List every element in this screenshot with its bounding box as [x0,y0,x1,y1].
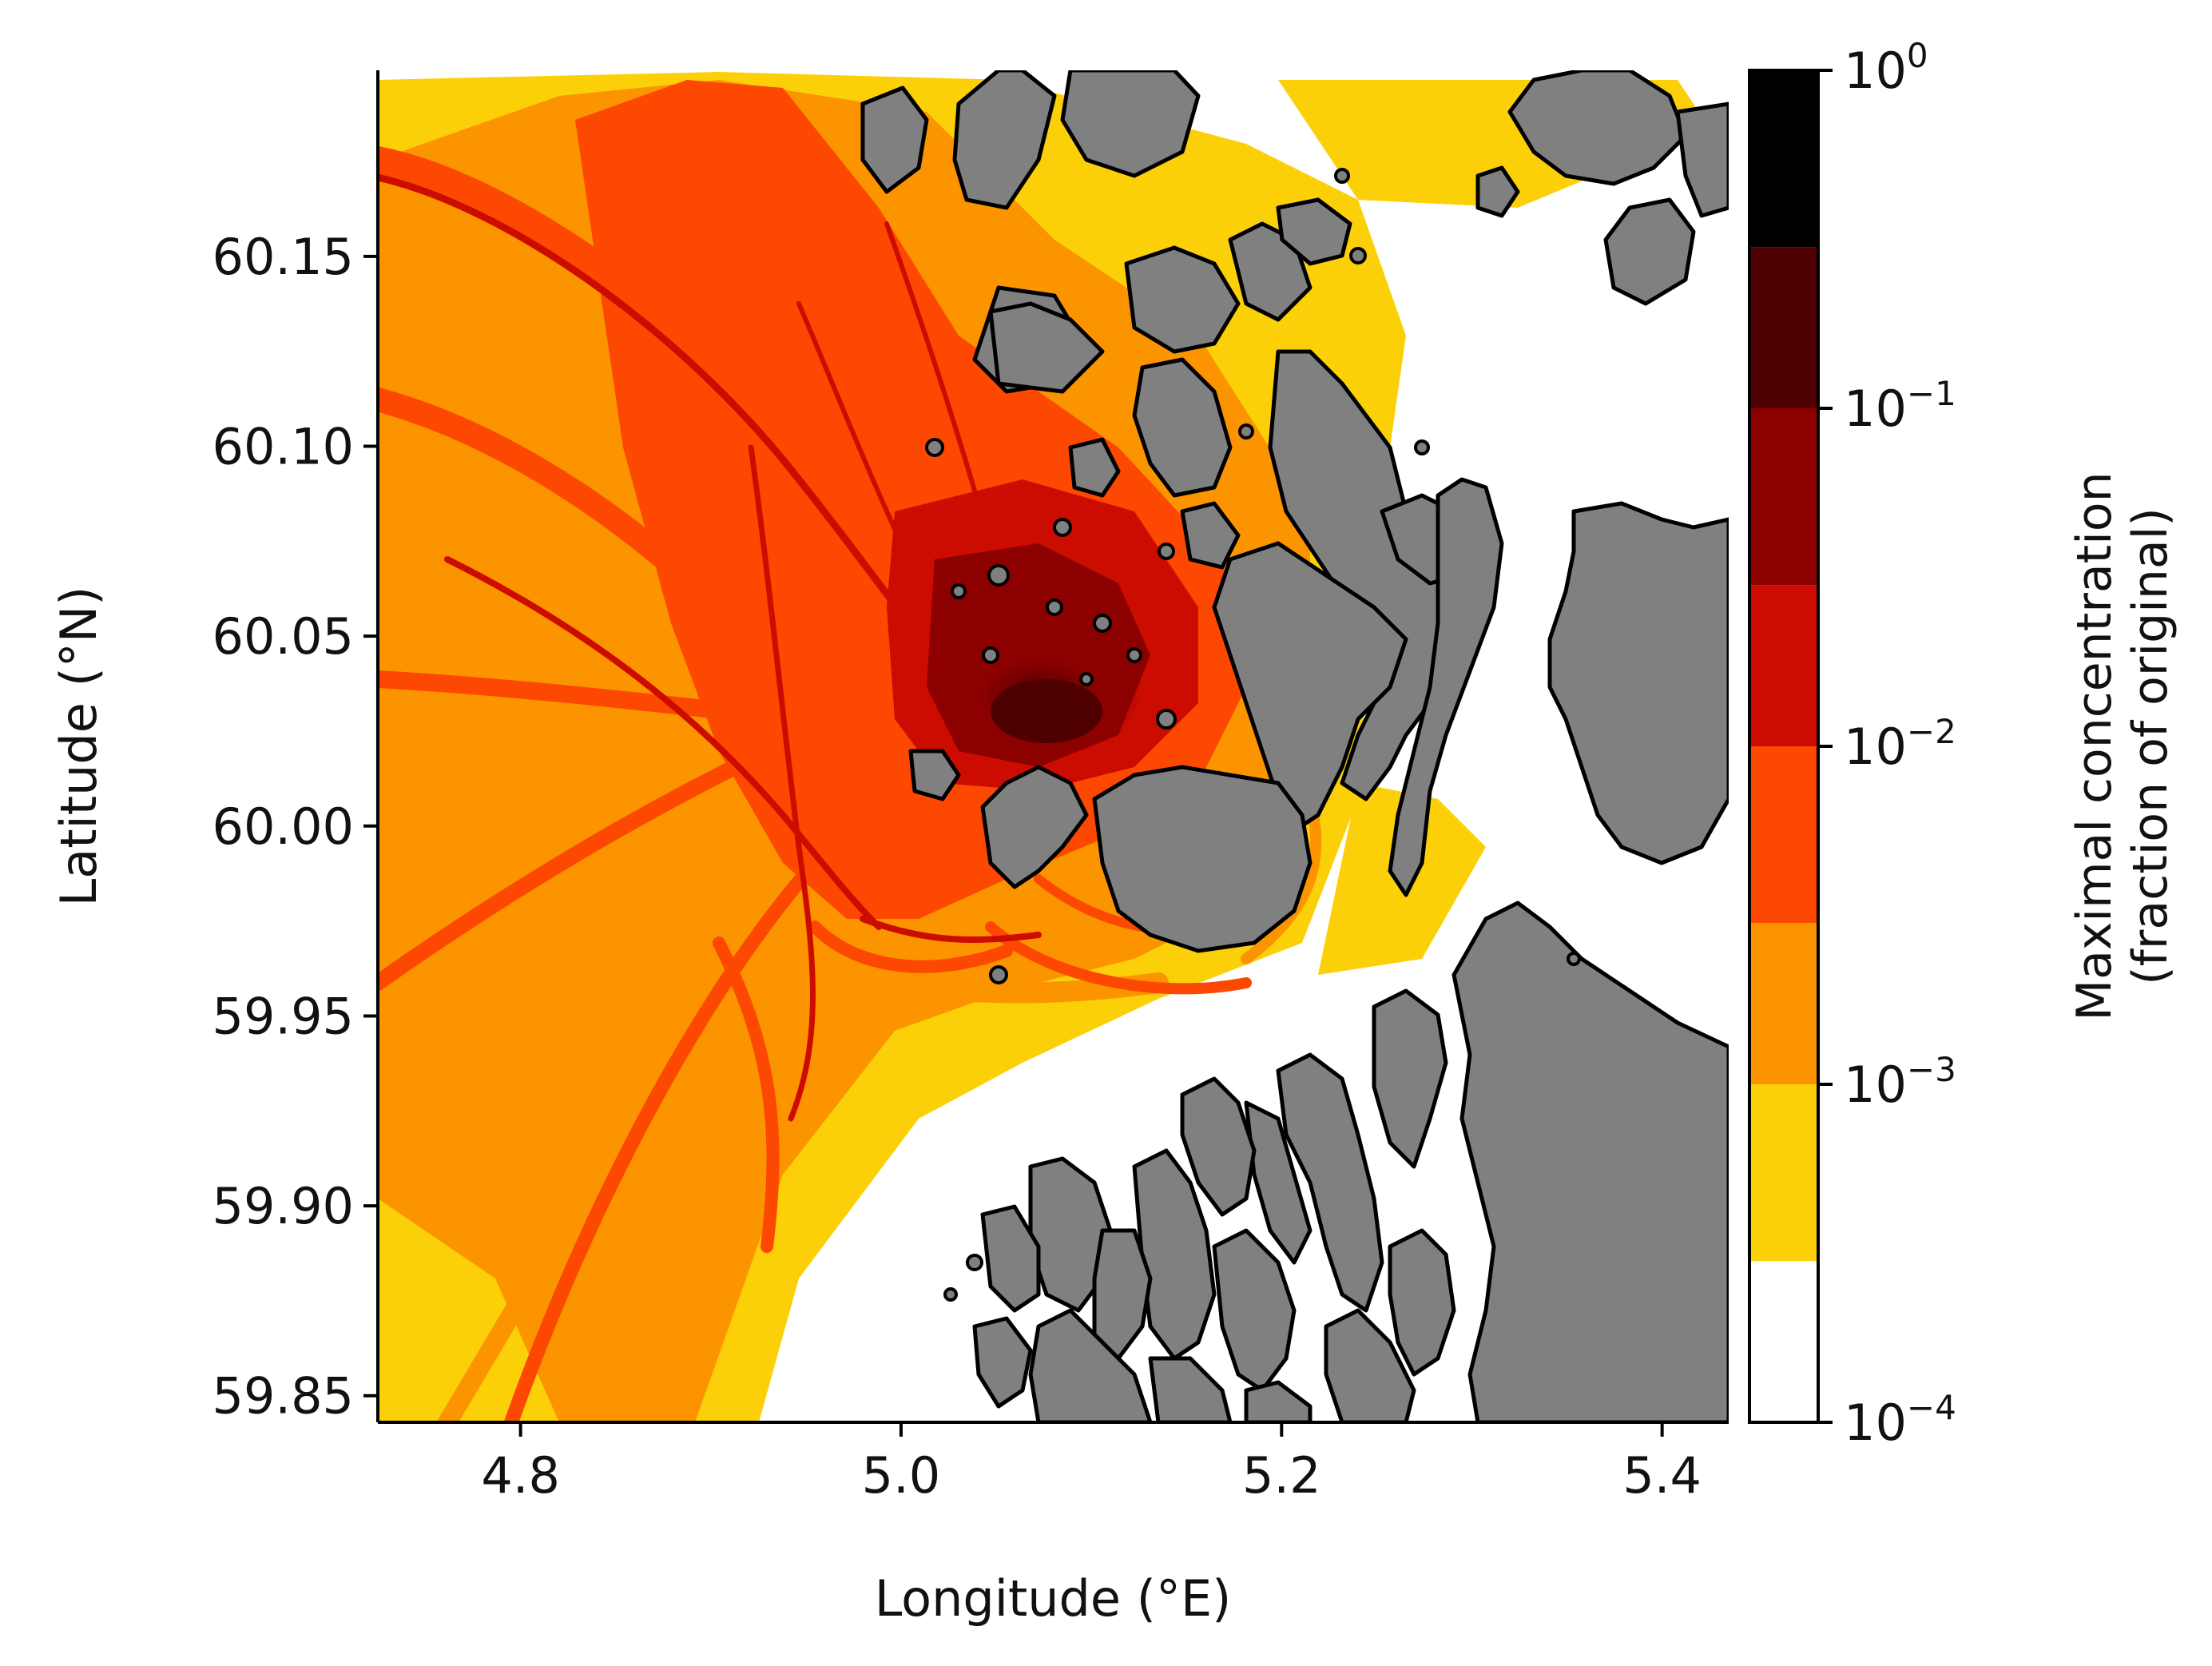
colorbar-tick-exponent: −3 [1907,1050,1956,1089]
colorbar-tick-exponent: −1 [1907,374,1956,413]
colorbar-tick-exponent: 0 [1907,36,1928,75]
colorbar-tick-exponent: −2 [1907,712,1956,751]
colorbar-tick-label: 10−4 [1844,1388,1956,1452]
x-tick-label: 5.4 [1622,1446,1702,1505]
colorbar-tick-base: 10 [1844,42,1907,100]
colorbar-bin [1749,247,1818,408]
y-tick-label: 59.90 [212,1177,355,1235]
colorbar-bin [1749,585,1818,746]
colorbar-bin [1749,1261,1818,1422]
colorbar-tick-exponent: −4 [1907,1388,1956,1427]
y-axis-label: Latitude (°N) [50,586,108,907]
colorbar-bin [1749,408,1818,586]
skerries [925,168,1581,1302]
colorbar-bin [1749,70,1818,248]
axes: 4.8 5.0 5.2 5.4 59.85 59.90 59.95 60.00 60.05 60… [50,70,1729,1628]
colorbar-tick-label: 10−3 [1844,1050,1956,1114]
y-tick-label: 60.15 [212,228,355,286]
y-ticks: 59.85 59.90 59.95 60.00 60.05 60.10 60.15 [212,228,378,1425]
x-axis-label: Longitude (°E) [875,1569,1232,1628]
colorbar-bins [1749,70,1818,1422]
y-tick-label: 60.10 [212,418,355,476]
x-tick-label: 5.0 [862,1446,941,1505]
colorbar-bin [1749,923,1818,1084]
colorbar-bin [1749,1084,1818,1262]
colorbar-tick-base: 10 [1844,718,1907,776]
plume-core [887,479,1198,791]
colorbar-label-line2: (fraction of original) [2123,507,2178,985]
colorbar-tick-base: 10 [1844,380,1907,438]
colorbar-tick-label: 100 [1844,36,1928,100]
x-ticks: 4.8 5.0 5.2 5.4 [481,1422,1702,1505]
plume-streaks-orange [378,790,1322,1422]
colorbar-tick-base: 10 [1844,1056,1907,1114]
y-tick-label: 60.05 [212,607,355,666]
colorbar-label-line1: Maximal concentration [2067,471,2123,1020]
y-tick-label: 59.95 [212,987,355,1045]
land-masses [860,70,1729,1422]
colorbar-tick-base: 10 [1844,1394,1907,1452]
x-tick-label: 4.8 [481,1446,560,1505]
y-tick-label: 59.85 [212,1367,355,1425]
colorbar-tick-label: 10−1 [1844,374,1956,438]
colorbar-tick-label: 10−2 [1844,712,1956,776]
y-tick-label: 60.00 [212,797,355,856]
map-panel [378,70,1729,1422]
colorbar-bin [1749,746,1818,924]
x-tick-label: 5.2 [1242,1446,1321,1505]
